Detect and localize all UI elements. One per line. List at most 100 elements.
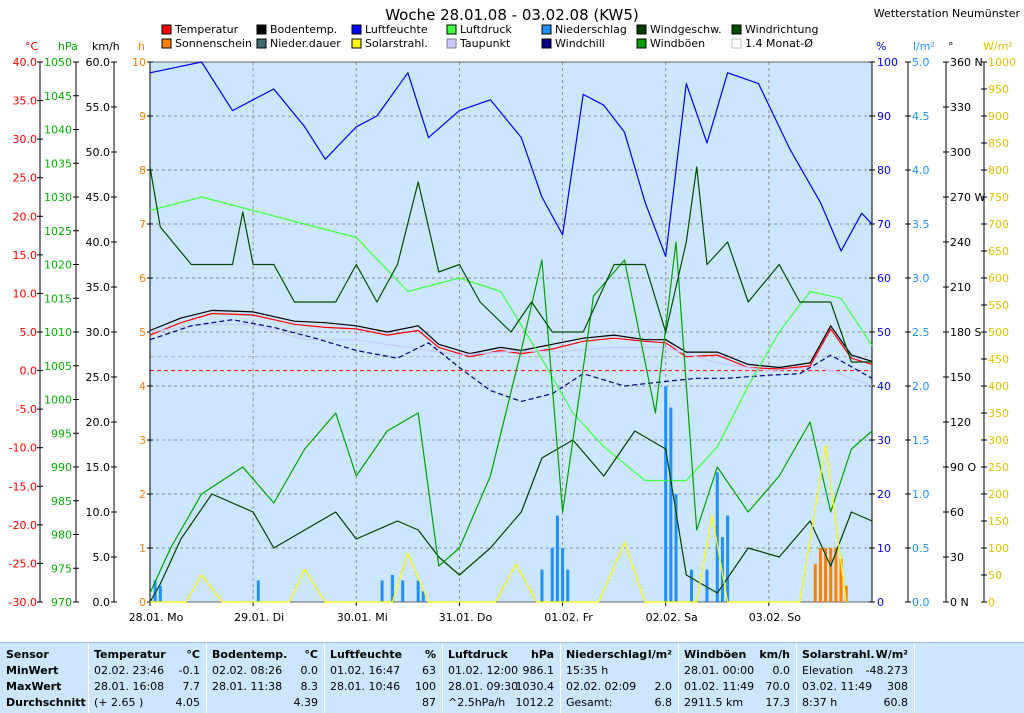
stats-table: Sensor MinWert MaxWert Durchschnitt Temperat… bbox=[0, 642, 1024, 713]
solar-tick-label: 200 bbox=[988, 488, 1009, 501]
stats-cell-info: 8:37 h bbox=[802, 696, 838, 709]
direction-tick-label: 360 N bbox=[950, 56, 983, 69]
wind-tick-label: 55.0 bbox=[86, 101, 111, 114]
pressure-tick-label: 1020 bbox=[44, 259, 72, 272]
stats-row-label: MaxWert bbox=[6, 680, 62, 693]
pressure-tick-label: 1030 bbox=[44, 191, 72, 204]
legend-label: Windchill bbox=[555, 37, 605, 50]
stats-cell-info: ^2.5hPa/h bbox=[448, 696, 506, 709]
stats-column-unit: km/h bbox=[759, 648, 790, 661]
series-windben-line bbox=[149, 241, 873, 594]
precip-tick-label: 2.5 bbox=[912, 326, 930, 339]
stats-cell-info: Gesamt: bbox=[566, 696, 613, 709]
temp-tick-label: 25.0 bbox=[13, 172, 38, 185]
pressure-tick-label: 1035 bbox=[44, 157, 72, 170]
stats-column: Niederschlag l/m² 15:35 h 02.02. 02:09 2.0 Ge… bbox=[560, 643, 679, 713]
direction-tick-label: 90 O bbox=[950, 461, 976, 474]
legend-swatch bbox=[256, 24, 267, 35]
wind-tick-label: 25.0 bbox=[86, 371, 111, 384]
x-tick-label: 31.01. Do bbox=[439, 611, 493, 624]
stats-cell-value: 6.8 bbox=[654, 696, 673, 709]
solar-tick-label: 350 bbox=[988, 407, 1009, 420]
humidity-tick-label: 100 bbox=[877, 56, 898, 69]
weather-chart: Woche 28.01.08 - 03.02.08 (KW5) Wetterst… bbox=[9, 6, 1021, 624]
hours-tick-label: 4 bbox=[139, 380, 146, 393]
stats-cell-value: 308 bbox=[887, 680, 908, 693]
hours-tick-label: 10 bbox=[132, 56, 146, 69]
solar-tick-label: 300 bbox=[988, 434, 1009, 447]
humidity-tick-label: 30 bbox=[877, 434, 891, 447]
stats-cell-info: Elevation bbox=[802, 664, 854, 677]
bar-niederschlag bbox=[153, 580, 157, 602]
bar-niederschlag bbox=[690, 569, 693, 602]
solar-tick-label: 400 bbox=[988, 380, 1009, 393]
pressure-tick-label: 1040 bbox=[44, 124, 72, 137]
bar-sonnenschein bbox=[839, 558, 843, 602]
bar-niederschlag bbox=[715, 472, 719, 602]
stats-column: Solarstrahl. W/m² Elevation -48.273 03.02. 1… bbox=[796, 643, 915, 713]
bar-niederschlag bbox=[566, 569, 570, 602]
temp-tick-label: 40.0 bbox=[13, 56, 38, 69]
temp-tick-label: 30.0 bbox=[13, 133, 38, 146]
stats-cell-value: 100 bbox=[415, 680, 436, 693]
humidity-tick-label: 70 bbox=[877, 218, 891, 231]
bar-niederschlag bbox=[669, 407, 673, 602]
series-solarstrahl-line bbox=[150, 444, 847, 603]
temp-tick-label: 15.0 bbox=[13, 249, 38, 262]
legend-label: Solarstrahl. bbox=[365, 37, 428, 50]
humidity-tick-label: 80 bbox=[877, 164, 891, 177]
temp-tick-label: 0.0 bbox=[20, 365, 38, 378]
series-bodentemp-line bbox=[149, 309, 873, 369]
stats-cell-info: 02.02. 02:09 bbox=[566, 680, 637, 693]
x-tick-label: 01.02. Fr bbox=[544, 611, 593, 624]
legend-label: Bodentemp. bbox=[270, 23, 337, 36]
stats-cell-info: 02.02. 08:26 bbox=[212, 664, 283, 677]
stats-cell-info: 01.02. 11:49 bbox=[684, 680, 755, 693]
hours-axis-unit: h bbox=[138, 40, 145, 53]
x-tick-label: 03.02. So bbox=[749, 611, 801, 624]
x-tick-label: 30.01. Mi bbox=[337, 611, 388, 624]
temp-tick-label: -15.0 bbox=[9, 480, 37, 493]
stats-column-name: Temperatur bbox=[94, 648, 166, 661]
precip-tick-label: 2.0 bbox=[912, 380, 930, 393]
precip-tick-label: 3.0 bbox=[912, 272, 930, 285]
solar-tick-label: 700 bbox=[988, 218, 1009, 231]
direction-tick-label: 0 N bbox=[950, 596, 969, 609]
x-tick-label: 29.01. Di bbox=[234, 611, 284, 624]
temp-tick-label: 5.0 bbox=[20, 326, 38, 339]
pressure-tick-label: 990 bbox=[51, 461, 72, 474]
bar-niederschlag bbox=[401, 580, 405, 602]
legend-label: Luftdruck bbox=[460, 23, 512, 36]
legend-swatch bbox=[731, 24, 742, 35]
axes: °C40.035.030.025.020.015.010.05.00.0-5.0… bbox=[9, 40, 1016, 624]
stats-column-name: Luftfeuchte bbox=[330, 648, 403, 661]
bar-niederschlag bbox=[256, 580, 260, 602]
stats-column-name: Solarstrahl. bbox=[802, 648, 875, 661]
stats-cell-info: 03.02. 11:49 bbox=[802, 680, 873, 693]
bar-niederschlag bbox=[421, 591, 425, 602]
solar-tick-label: 650 bbox=[988, 245, 1009, 258]
solar-tick-label: 500 bbox=[988, 326, 1009, 339]
stats-cell-value: 0.0 bbox=[300, 664, 319, 677]
legend-label: Temperatur bbox=[174, 23, 239, 36]
series-taupunkt-line bbox=[149, 323, 873, 387]
stats-column-name: Luftdruck bbox=[448, 648, 508, 661]
pressure-tick-label: 970 bbox=[51, 596, 72, 609]
direction-tick-label: 30 bbox=[950, 551, 964, 564]
pressure-tick-label: 1025 bbox=[44, 225, 72, 238]
wind-tick-label: 10.0 bbox=[86, 506, 111, 519]
stats-cell-value: 986.1 bbox=[522, 664, 555, 677]
stats-column-unit: °C bbox=[186, 648, 200, 661]
direction-tick-label: 210 bbox=[950, 281, 971, 294]
direction-tick-label: 240 bbox=[950, 236, 971, 249]
direction-axis-unit: ° bbox=[948, 40, 954, 53]
stats-cell-value: 4.39 bbox=[293, 696, 319, 709]
solar-tick-label: 750 bbox=[988, 191, 1009, 204]
legend-label: Sonnenschein bbox=[175, 37, 252, 50]
stats-column: Temperatur °C 02.02. 23:46 -0.1 28.01. 16:08… bbox=[88, 643, 207, 713]
precip-tick-label: 3.5 bbox=[912, 218, 930, 231]
wind-tick-label: 40.0 bbox=[86, 236, 111, 249]
bar-niederschlag bbox=[540, 569, 544, 602]
wind-tick-label: 20.0 bbox=[86, 416, 111, 429]
temp-tick-label: -20.0 bbox=[9, 519, 37, 532]
